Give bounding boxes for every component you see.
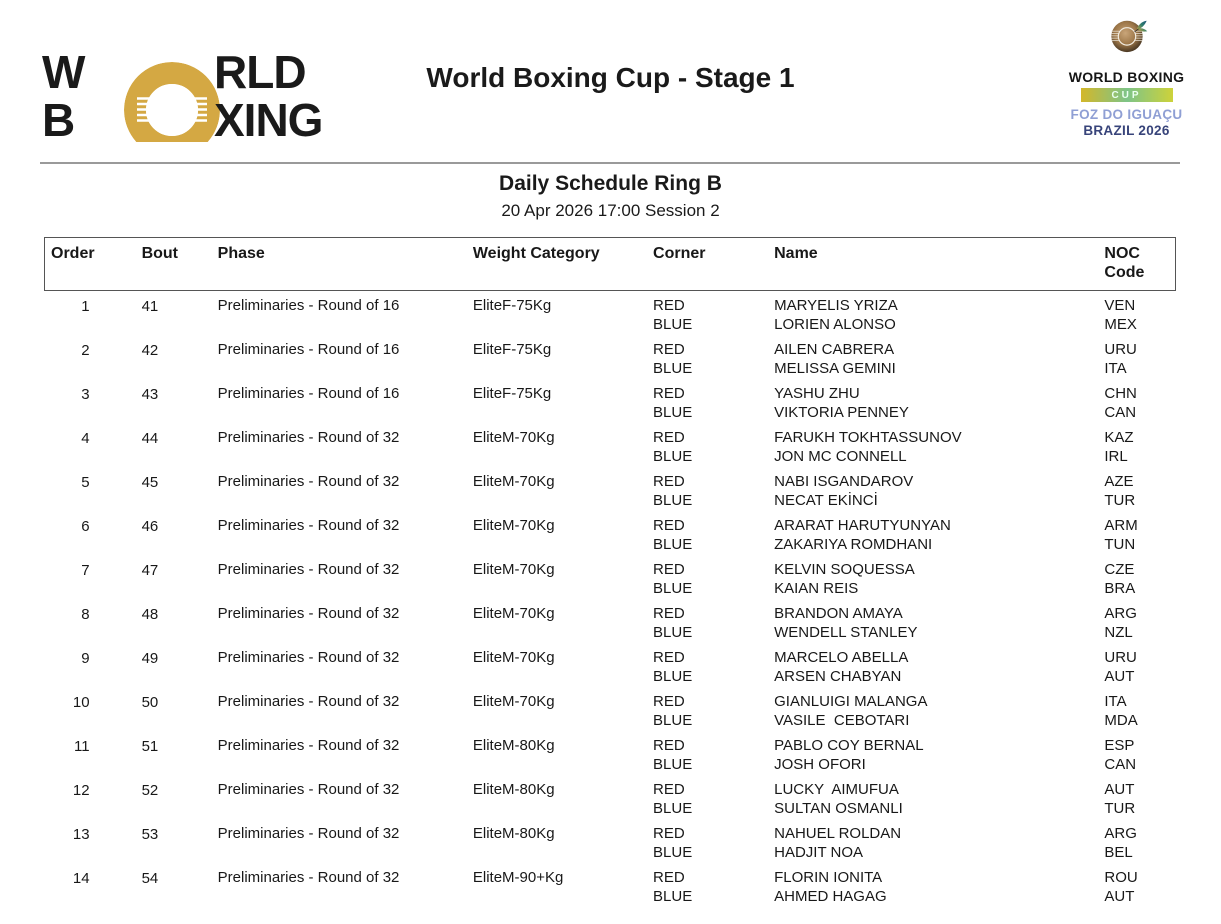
svg-text:XING: XING: [214, 94, 322, 142]
svg-text:B: B: [42, 94, 74, 142]
